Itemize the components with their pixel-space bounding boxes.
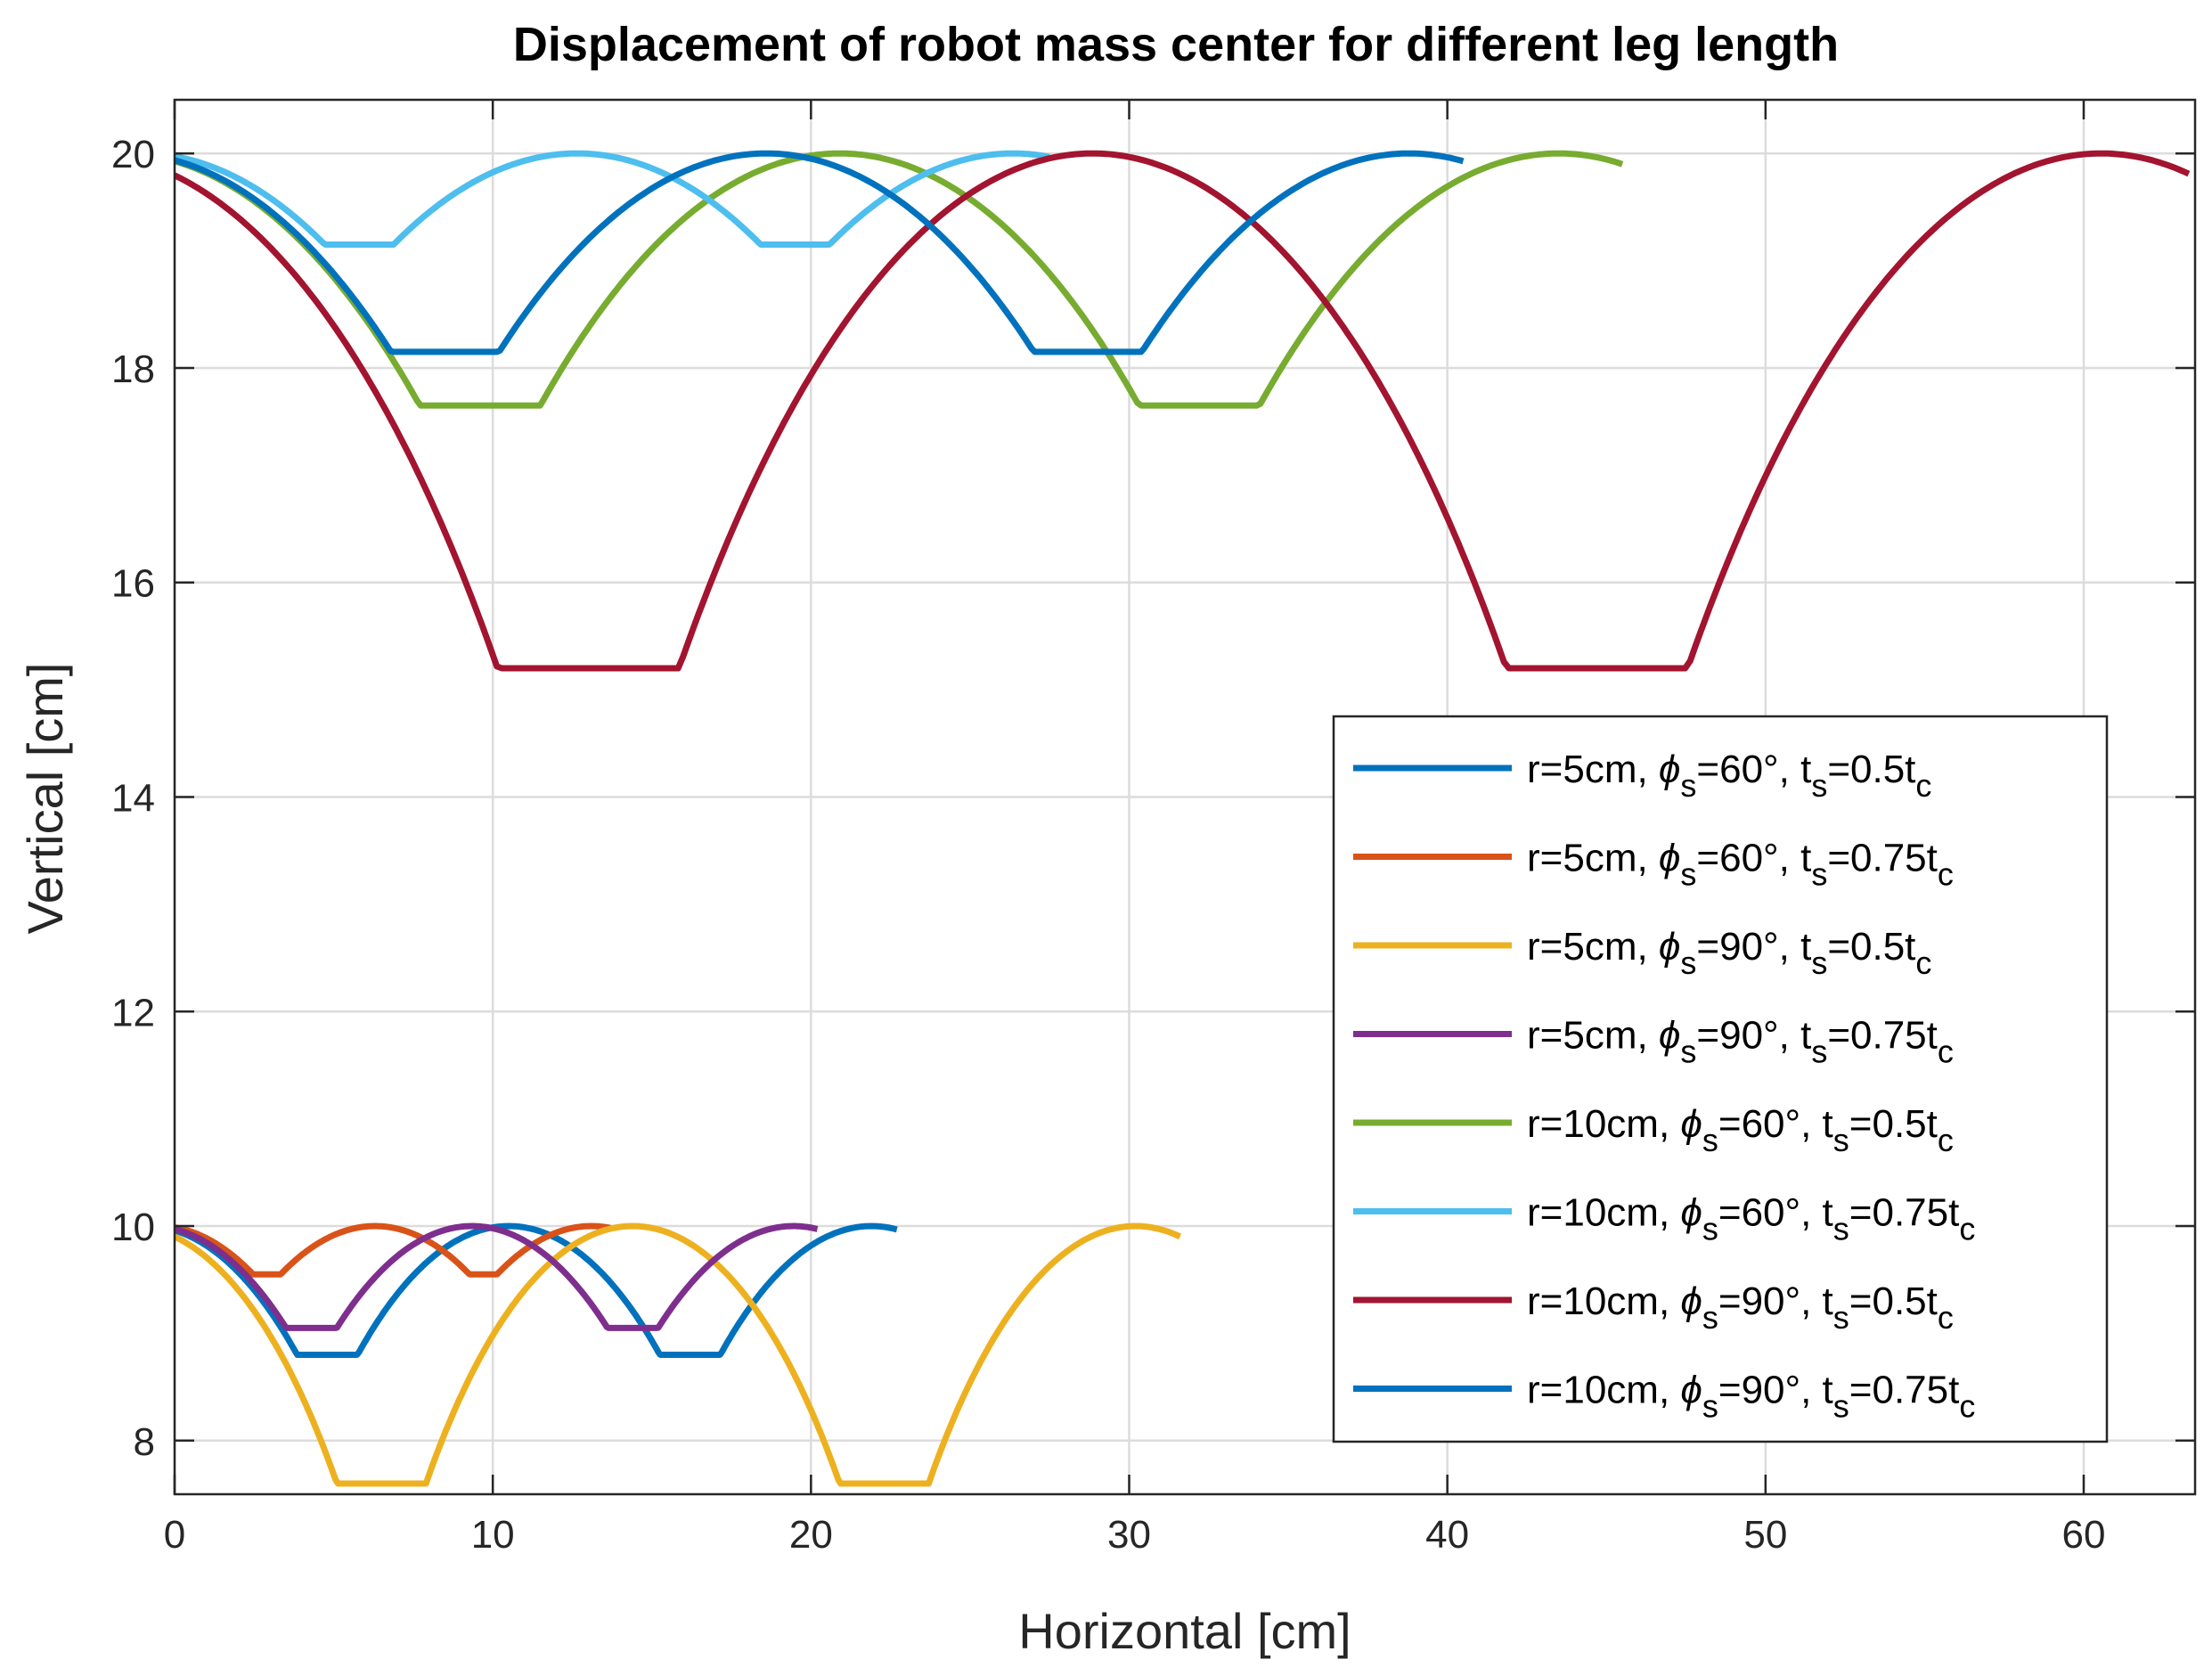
legend-label: r=5cm, ϕs=60°, ts=0.5tc — [1527, 748, 1931, 804]
x-tick-label: 50 — [1743, 1513, 1787, 1557]
legend-box — [1332, 715, 2109, 1443]
y-tick-label: 14 — [111, 777, 155, 821]
legend-label-part: r=5cm, — [1527, 1014, 1659, 1058]
legend-label-part: ϕ — [1680, 1279, 1702, 1323]
legend-label-part: c — [1938, 856, 1954, 893]
legend-label-part: =0.5t — [1827, 925, 1915, 969]
legend-label-part: c — [1938, 1122, 1954, 1158]
legend-label-part: r=10cm, — [1527, 1191, 1680, 1235]
series-line-4 — [175, 1222, 820, 1331]
legend-label: r=10cm, ϕs=90°, ts=0.75tc — [1527, 1369, 1975, 1425]
x-tick-label: 20 — [789, 1513, 833, 1557]
legend-label-part: =0.5t — [1827, 748, 1915, 791]
series-line-8 — [175, 150, 1465, 356]
x-tick-label: 0 — [164, 1513, 185, 1557]
legend-label-part: =60°, t — [1696, 837, 1811, 880]
legend-label: r=10cm, ϕs=90°, ts=0.5tc — [1527, 1279, 1954, 1336]
legend-label-part: ϕ — [1680, 1191, 1702, 1235]
y-tick-label: 8 — [134, 1420, 155, 1464]
legend-label-part: c — [1938, 1034, 1954, 1070]
legend-label: r=5cm, ϕs=90°, ts=0.5tc — [1527, 925, 1931, 981]
chart-title: Displacement of robot mass center for di… — [513, 18, 1839, 71]
series-line-3 — [175, 1222, 1182, 1487]
legend-label-part: r=10cm, — [1527, 1279, 1680, 1323]
legend-label: r=10cm, ϕs=60°, ts=0.5tc — [1527, 1102, 1954, 1158]
series-line-2 — [175, 1222, 613, 1278]
legend-label-part: s — [1833, 1388, 1849, 1425]
legend-label-part: ϕ — [1659, 925, 1680, 969]
series-line-5 — [175, 150, 1624, 409]
legend-label-part: =0.5t — [1849, 1279, 1938, 1323]
y-tick-label: 18 — [111, 347, 155, 391]
legend-label-part: ϕ — [1680, 1102, 1702, 1146]
legend-label-part: =90°, t — [1696, 1014, 1811, 1058]
y-tick-label: 20 — [111, 133, 155, 176]
x-tick-label: 60 — [2062, 1513, 2106, 1557]
legend-label-part: =90°, t — [1696, 925, 1811, 969]
legend-label-part: =0.5t — [1849, 1102, 1938, 1146]
legend-label-part: r=5cm, — [1527, 748, 1659, 791]
legend-label-part: s — [1680, 856, 1696, 893]
x-axis-label: Horizontal [cm] — [1018, 1603, 1351, 1659]
legend-label-part: s — [1680, 767, 1696, 804]
legend-label-part: s — [1811, 767, 1827, 804]
legend-label-part: =90°, t — [1718, 1279, 1833, 1323]
legend-label-part: =0.75t — [1827, 1014, 1938, 1058]
legend-label-part: =60°, t — [1718, 1191, 1833, 1235]
legend-label-part: s — [1811, 944, 1827, 981]
legend-label-part: ϕ — [1659, 837, 1680, 880]
legend-label: r=5cm, ϕs=60°, ts=0.75tc — [1527, 837, 1954, 893]
x-tick-label: 40 — [1425, 1513, 1469, 1557]
legend-label-part: =0.75t — [1849, 1191, 1960, 1235]
legend-label: r=10cm, ϕs=60°, ts=0.75tc — [1527, 1191, 1975, 1247]
legend-label-part: s — [1811, 856, 1827, 893]
legend-label-part: =0.75t — [1827, 837, 1938, 880]
legend-label-part: ϕ — [1659, 748, 1680, 791]
x-tick-label: 30 — [1107, 1513, 1151, 1557]
legend-label-part: c — [1938, 1299, 1954, 1336]
legend-label-part: c — [1915, 944, 1931, 981]
legend-label: r=5cm, ϕs=90°, ts=0.75tc — [1527, 1014, 1954, 1070]
legend-label-part: r=5cm, — [1527, 837, 1659, 880]
legend-label-part: r=10cm, — [1527, 1369, 1680, 1412]
legend-label-part: =0.75t — [1849, 1369, 1960, 1412]
legend-label-part: r=5cm, — [1527, 925, 1659, 969]
legend-label-part: ϕ — [1680, 1369, 1702, 1412]
legend-label-part: ϕ — [1659, 1014, 1680, 1058]
y-tick-label: 12 — [111, 991, 155, 1034]
legend-label-part: c — [1959, 1211, 1975, 1247]
y-tick-label: 10 — [111, 1206, 155, 1249]
legend-label-part: s — [1680, 1034, 1696, 1070]
legend-label-part: =90°, t — [1718, 1369, 1833, 1412]
legend-label-part: c — [1959, 1388, 1975, 1425]
x-tick-label: 10 — [471, 1513, 515, 1557]
legend-label-part: c — [1915, 767, 1931, 804]
y-axis-label: Vertical [cm] — [17, 663, 73, 935]
legend-label-part: s — [1833, 1211, 1849, 1247]
legend-label-part: s — [1702, 1388, 1718, 1425]
series-line-1 — [175, 1222, 899, 1358]
y-tick-label: 16 — [111, 562, 155, 606]
legend-label-part: s — [1702, 1122, 1718, 1158]
series-lines — [175, 150, 2191, 1487]
axis-ticks: 0 10 20 30 40 50 60 8 10 12 14 16 18 20 — [111, 100, 2195, 1557]
legend-label-part: s — [1811, 1034, 1827, 1070]
legend-label-part: s — [1702, 1211, 1718, 1247]
legend-label-part: =60°, t — [1718, 1102, 1833, 1146]
legend-label-part: s — [1833, 1122, 1849, 1158]
legend-label-part: s — [1680, 944, 1696, 981]
legend-label-part: =60°, t — [1696, 748, 1811, 791]
series-line-7 — [175, 150, 2191, 672]
legend-label-part: s — [1833, 1299, 1849, 1336]
legend-label-part: r=10cm, — [1527, 1102, 1680, 1146]
legend-label-part: s — [1702, 1299, 1718, 1336]
series-line-6 — [175, 150, 1051, 248]
